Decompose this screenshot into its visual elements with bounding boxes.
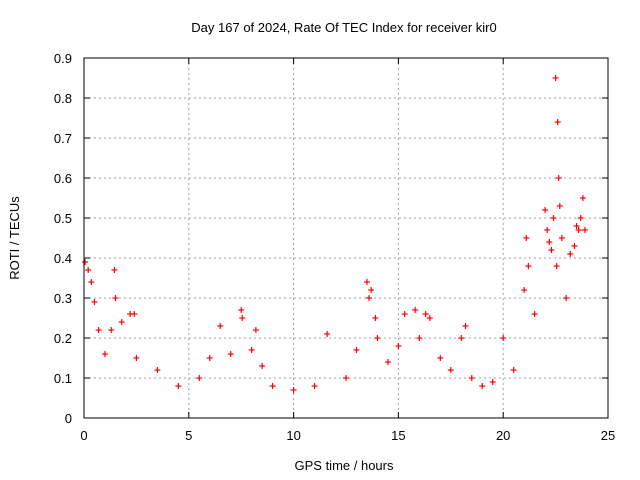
data-point-0-38 [412, 307, 419, 313]
data-point-0-21 [248, 347, 255, 353]
y-tick-label-9: 0.9 [54, 51, 72, 66]
data-point-0-41 [426, 315, 433, 321]
data-point-0-15 [196, 375, 203, 381]
data-point-0-11 [131, 311, 138, 317]
data-point-0-42 [437, 355, 444, 361]
x-tick-labels: 0 5 10 15 20 25 [80, 428, 615, 443]
data-point-0-40 [422, 311, 429, 317]
data-point-0-7 [111, 267, 118, 273]
y-tick-label-3: 0.3 [54, 291, 72, 306]
y-tick-label-1: 0.1 [54, 371, 72, 386]
data-point-0-67 [567, 251, 574, 257]
y-tick-label-8: 0.8 [54, 91, 72, 106]
data-point-0-30 [363, 279, 370, 285]
data-point-0-66 [563, 295, 570, 301]
data-point-0-32 [368, 287, 375, 293]
data-point-0-18 [227, 351, 234, 357]
data-point-0-8 [112, 295, 119, 301]
data-point-0-50 [510, 367, 517, 373]
data-point-0-49 [500, 335, 507, 341]
data-point-0-47 [479, 383, 486, 389]
data-point-0-44 [458, 335, 465, 341]
y-tick-label-4: 0.4 [54, 251, 72, 266]
y-tick-label-2: 0.2 [54, 331, 72, 346]
y-axis-title: ROTI / TECUs [7, 196, 22, 280]
data-point-0-3 [91, 299, 98, 305]
data-point-0-23 [259, 363, 266, 369]
data-point-0-28 [343, 375, 349, 381]
y-tick-label-0: 0 [65, 411, 72, 426]
data-point-0-73 [581, 227, 588, 233]
data-point-0-1 [85, 267, 92, 273]
data-point-0-4 [95, 327, 102, 333]
x-tick-label-3: 15 [391, 428, 405, 443]
data-point-0-45 [462, 323, 469, 329]
y-tick-label-6: 0.6 [54, 171, 72, 186]
data-point-0-20 [239, 315, 246, 321]
data-point-0-62 [554, 119, 561, 125]
data-point-0-34 [374, 335, 381, 341]
data-point-0-43 [447, 367, 454, 373]
data-point-0-25 [290, 387, 297, 393]
data-points [82, 75, 588, 393]
data-point-0-2 [88, 279, 95, 285]
data-point-0-33 [372, 315, 379, 321]
data-point-0-58 [548, 247, 555, 253]
y-tick-label-5: 0.5 [54, 211, 72, 226]
data-point-0-71 [577, 215, 584, 221]
data-point-0-55 [542, 207, 549, 213]
x-tick-label-5: 25 [601, 428, 615, 443]
data-point-0-46 [468, 375, 475, 381]
y-tick-label-7: 0.7 [54, 131, 72, 146]
x-tick-label-0: 0 [80, 428, 87, 443]
data-point-0-22 [252, 327, 259, 333]
x-tick-label-4: 20 [496, 428, 510, 443]
data-point-0-0 [82, 259, 89, 265]
data-point-0-26 [311, 383, 318, 389]
data-point-0-37 [401, 311, 408, 317]
x-axis-title: GPS time / hours [295, 458, 394, 473]
data-point-0-24 [269, 383, 276, 389]
data-point-0-13 [154, 367, 161, 373]
data-point-0-31 [366, 295, 373, 301]
data-point-0-68 [571, 243, 578, 249]
data-point-0-19 [238, 307, 245, 313]
grid-lines [84, 58, 608, 418]
data-point-0-39 [416, 335, 423, 341]
data-point-0-64 [556, 203, 563, 209]
data-point-0-61 [553, 263, 560, 269]
data-point-0-6 [108, 327, 115, 333]
y-tick-labels: 0 0.1 0.2 0.3 0.4 0.5 0.6 0.7 0.8 0.9 [54, 51, 72, 426]
data-point-0-72 [579, 195, 586, 201]
data-point-0-70 [575, 227, 582, 233]
data-point-0-17 [217, 323, 224, 329]
data-point-0-54 [531, 311, 538, 317]
axis-ticks [83, 57, 609, 419]
data-point-0-35 [384, 359, 391, 365]
data-point-0-56 [544, 227, 551, 233]
data-point-0-59 [550, 215, 557, 221]
data-point-0-27 [324, 331, 331, 337]
data-point-0-9 [118, 319, 125, 325]
data-point-0-57 [546, 239, 553, 245]
x-tick-label-2: 10 [286, 428, 300, 443]
data-point-0-16 [206, 355, 213, 361]
data-point-0-51 [521, 287, 528, 293]
data-point-0-53 [525, 263, 532, 269]
x-tick-label-1: 5 [185, 428, 192, 443]
data-point-0-69 [573, 223, 580, 229]
data-point-0-29 [353, 347, 360, 353]
data-point-0-48 [489, 379, 496, 385]
data-point-0-52 [523, 235, 530, 241]
data-point-0-14 [175, 383, 182, 389]
data-point-0-65 [558, 235, 565, 241]
data-point-0-12 [133, 355, 140, 361]
plot-frame [83, 57, 609, 419]
data-point-0-60 [552, 75, 559, 81]
chart-title: Day 167 of 2024, Rate Of TEC Index for r… [191, 20, 496, 35]
data-point-0-63 [555, 175, 562, 181]
data-point-0-5 [101, 351, 108, 357]
data-point-0-36 [395, 343, 402, 349]
